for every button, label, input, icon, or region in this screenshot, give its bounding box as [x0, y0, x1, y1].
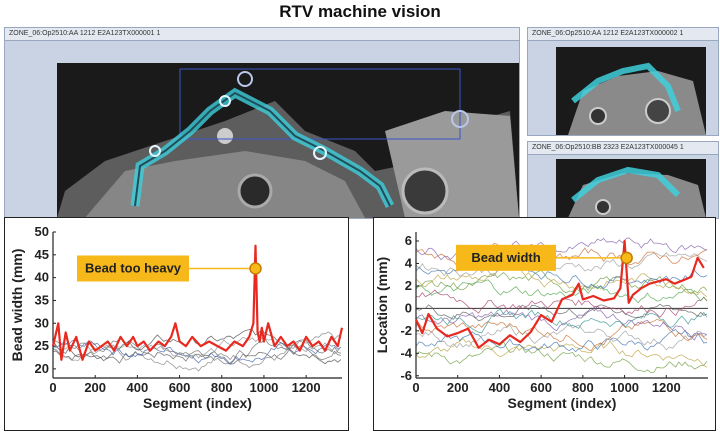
main-camera-image	[57, 63, 519, 218]
thumbnail-camera-2[interactable]: ZONE_06:Op2510:BB 2323 E2A123TX000045 1	[527, 141, 719, 219]
x-axis-label: Segment (index)	[143, 395, 252, 411]
callout-marker	[620, 251, 633, 265]
x-tick-label: 0	[412, 380, 419, 395]
background-trace	[415, 308, 708, 334]
y-tick-label: 50	[35, 224, 49, 239]
y-tick-label: 2	[405, 278, 412, 293]
background-trace	[415, 269, 708, 295]
y-axis-label: Location (mm)	[374, 257, 390, 353]
location-plot: 0 200 400 600 800 1000 1200 -6 -4 -2 0 2 4 6 Segment (…	[374, 232, 708, 411]
x-tick-label: 200	[84, 380, 106, 395]
y-tick-label: 20	[35, 361, 49, 376]
background-trace	[415, 260, 708, 298]
background-trace	[415, 322, 708, 351]
series-line	[51, 244, 344, 361]
callout-text: Bead too heavy	[85, 261, 182, 276]
thumbnail-camera-2-label: ZONE_06:Op2510:BB 2323 E2A123TX000045 1	[528, 142, 718, 155]
x-tick-label: 0	[49, 380, 56, 395]
callout-box	[77, 255, 189, 282]
thumbnail-camera-1[interactable]: ZONE_06:Op2510:AA 1212 E2A123TX000002 1	[527, 27, 719, 136]
location-chart: 0 200 400 600 800 1000 1200 -6 -4 -2 0 2 4 6 Segment (…	[373, 217, 716, 431]
callout-marker	[249, 262, 262, 275]
x-tick-label: 1000	[610, 380, 639, 395]
background-trace	[415, 252, 708, 277]
thumbnail-camera-1-image	[556, 47, 706, 135]
callout-box	[456, 244, 556, 271]
thumbnail-camera-1-label: ZONE_06:Op2510:AA 1212 E2A123TX000002 1	[528, 28, 718, 41]
x-tick-label: 1200	[652, 380, 681, 395]
background-trace	[52, 331, 341, 372]
y-tick-label: -4	[400, 345, 412, 360]
y-tick-label: 25	[35, 338, 49, 353]
x-tick-label: 600	[530, 380, 552, 395]
y-tick-label: -6	[400, 368, 412, 383]
series-line	[415, 239, 705, 349]
x-tick-label: 800	[211, 380, 233, 395]
background-trace	[52, 338, 341, 365]
x-tick-label: 200	[447, 380, 469, 395]
y-tick-label: 0	[405, 300, 412, 315]
y-tick-label: 45	[35, 247, 49, 262]
background-trace	[415, 303, 708, 322]
x-tick-label: 1200	[292, 380, 321, 395]
page-title: RTV machine vision	[279, 2, 441, 21]
y-tick-label: 35	[35, 292, 49, 307]
background-trace	[415, 318, 708, 352]
background-trace	[415, 306, 708, 341]
bead-width-chart: 0 200 400 600 800 1000 1200 20 25 30 35 40 45 50 Segme…	[4, 217, 349, 431]
y-tick-label: -2	[400, 323, 412, 338]
x-tick-label: 400	[489, 380, 511, 395]
background-trace	[415, 341, 708, 373]
x-tick-label: 400	[127, 380, 149, 395]
y-tick-label: 40	[35, 270, 49, 285]
callout-text: Bead width	[471, 250, 540, 265]
main-camera-label: ZONE_06:Op2510:AA 1212 E2A123TX000001 1	[5, 28, 519, 41]
y-tick-label: 4	[405, 255, 413, 270]
y-tick-label: 30	[35, 315, 49, 330]
x-tick-label: 800	[572, 380, 594, 395]
y-tick-label: 6	[405, 233, 412, 248]
bead-width-plot: 0 200 400 600 800 1000 1200 20 25 30 35 40 45 50 Segme…	[9, 224, 344, 411]
x-tick-label: 600	[169, 380, 191, 395]
y-axis-label: Bead width (mm)	[9, 249, 25, 362]
x-axis-label: Segment (index)	[508, 395, 617, 411]
thumbnail-camera-2-image	[556, 159, 706, 218]
x-tick-label: 1000	[249, 380, 278, 395]
main-camera-panel[interactable]: ZONE_06:Op2510:AA 1212 E2A123TX000001 1	[4, 27, 520, 219]
background-trace	[415, 279, 708, 304]
